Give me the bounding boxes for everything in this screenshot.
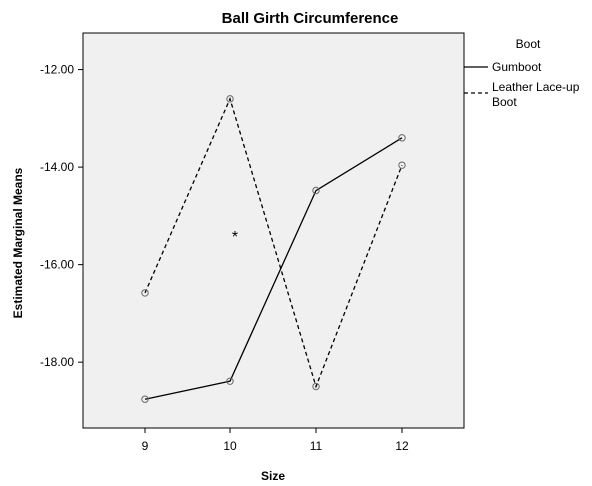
y-tick-label-0: -12.00 <box>40 63 74 77</box>
plot-area <box>82 32 465 429</box>
data-point-gumboot-11 <box>312 186 320 195</box>
legend: Boot Gumboot Leather Lace-up Boot <box>464 37 580 109</box>
series-line-leather-lace-up-boot <box>144 96 403 389</box>
x-tick-label-0: 9 <box>142 439 149 453</box>
chart-title: Ball Girth Circumference <box>222 10 399 27</box>
data-point-leather-lace-up-boot-12 <box>398 161 406 169</box>
data-point-leather-lace-up-boot-9 <box>141 289 149 297</box>
legend-label-leather-line2: Boot <box>492 95 517 109</box>
y-tick-label-1: -14.00 <box>40 160 74 174</box>
y-tick-label-2: -16.00 <box>40 258 74 272</box>
y-axis-title: Estimated Marginal Means <box>11 167 25 318</box>
legend-title: Boot <box>516 37 541 51</box>
series-layer <box>141 95 406 403</box>
y-tick-label-3: -18.00 <box>40 355 74 369</box>
data-point-gumboot-10 <box>226 377 234 385</box>
data-point-leather-lace-up-boot-10 <box>226 95 234 103</box>
legend-label-leather-line1: Leather Lace-up <box>492 80 580 94</box>
x-axis: 9 10 11 12 <box>142 428 409 453</box>
x-tick-label-2: 11 <box>310 439 323 453</box>
x-axis-title: Size <box>261 469 285 483</box>
significance-marker: * <box>232 229 238 246</box>
x-tick-label-1: 10 <box>223 439 237 453</box>
x-tick-label-3: 12 <box>395 439 409 453</box>
legend-label-gumboot: Gumboot <box>492 60 542 74</box>
y-axis: -12.00 -14.00 -16.00 -18.00 <box>40 63 83 369</box>
series-line-gumboot <box>144 137 403 400</box>
data-point-leather-lace-up-boot-11 <box>312 382 320 391</box>
data-point-gumboot-12 <box>398 134 406 142</box>
data-point-gumboot-9 <box>141 395 149 403</box>
